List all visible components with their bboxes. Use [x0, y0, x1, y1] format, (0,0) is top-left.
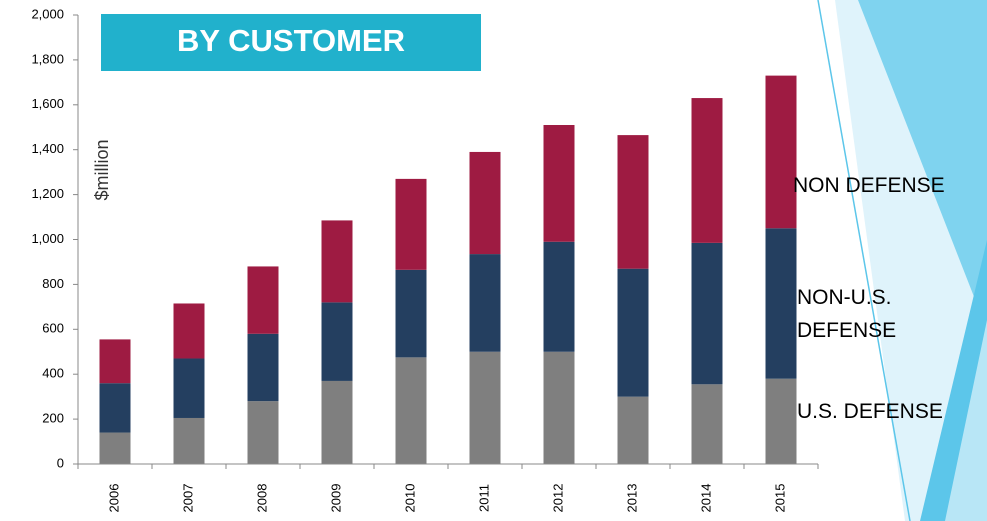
x-tick-label: 2008: [254, 484, 269, 513]
x-tick-label: 2012: [550, 484, 565, 513]
y-tick-label: 1,200: [31, 186, 64, 201]
series-label: NON DEFENSE: [793, 174, 945, 197]
y-tick-label: 400: [42, 366, 64, 381]
bar-segment: [617, 135, 649, 269]
title-box: [101, 14, 481, 71]
bar-segment: [321, 220, 353, 303]
bar-segment: [173, 303, 205, 359]
bar-segment: [765, 378, 797, 464]
bar-segment: [99, 383, 131, 433]
bar-segment: [99, 432, 131, 464]
x-tick-label: 2006: [106, 484, 121, 513]
x-tick-label: 2013: [624, 484, 639, 513]
y-axis-label: $million: [92, 139, 112, 200]
y-tick-label: 800: [42, 276, 64, 291]
y-tick-label: 200: [42, 411, 64, 426]
bar-segment: [617, 268, 649, 397]
x-tick-label: 2010: [402, 484, 417, 513]
bar-segment: [173, 417, 205, 464]
bar-segment: [321, 302, 353, 381]
bar-segment: [469, 351, 501, 464]
bar-segment: [543, 125, 575, 242]
chart-title: BY CUSTOMER: [177, 23, 405, 58]
y-tick-label: 2,000: [31, 6, 64, 21]
x-tick-label: 2009: [328, 484, 343, 513]
bar-segment: [617, 396, 649, 464]
bar-segment: [321, 380, 353, 464]
bar-segment: [469, 151, 501, 255]
decor: [858, 0, 987, 330]
bar-segment: [765, 75, 797, 229]
bar-segment: [247, 266, 279, 334]
bar-segment: [691, 242, 723, 385]
bar-segment: [691, 98, 723, 243]
x-tick-label: 2014: [698, 484, 713, 513]
bar-segment: [395, 178, 427, 270]
bar-segment: [691, 384, 723, 464]
bar-segment: [99, 339, 131, 384]
y-tick-label: 600: [42, 321, 64, 336]
bar-segment: [173, 358, 205, 418]
x-tick-label: 2011: [476, 484, 491, 512]
decor: [817, 0, 911, 521]
y-tick-label: 1,600: [31, 96, 64, 111]
y-tick-label: 1,000: [31, 231, 64, 246]
y-tick-label: 1,800: [31, 51, 64, 66]
decor: [945, 320, 987, 521]
bar-segment: [247, 333, 279, 402]
x-tick-label: 2007: [180, 484, 195, 513]
y-tick-label: 1,400: [31, 141, 64, 156]
bar-segment: [247, 401, 279, 464]
bar-segment: [395, 357, 427, 464]
bar-segment: [395, 269, 427, 358]
x-tick-label: 2015: [772, 484, 787, 513]
bar-segment: [765, 228, 797, 379]
bar-segment: [469, 254, 501, 352]
series-label: NON-U.S. DEFENSE: [797, 286, 897, 342]
y-tick-label: 0: [57, 455, 64, 470]
bar-segment: [543, 241, 575, 352]
bar-segment: [543, 351, 575, 464]
series-label: U.S. DEFENSE: [797, 400, 943, 423]
